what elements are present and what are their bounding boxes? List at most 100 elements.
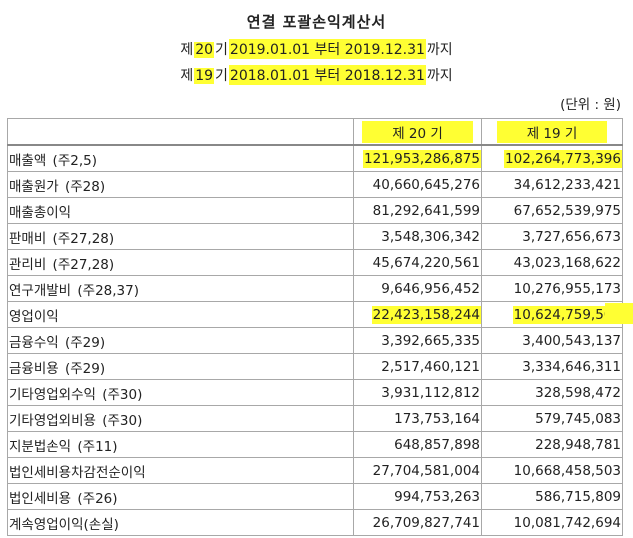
table-row: 법인세비용 (주26) 994,753,263 586,715,809 xyxy=(7,483,623,510)
highlight-marker xyxy=(605,303,633,324)
table-row: 판매비 (주27,28) 3,548,306,342 3,727,656,673 xyxy=(7,223,623,250)
prior-period-value: 34,612,233,421 xyxy=(513,176,621,193)
row-label-cell: 계속영업이익(손실) xyxy=(7,509,354,536)
prior-period-value: 586,715,809 xyxy=(535,488,621,505)
table-row: 관리비 (주27,28) 45,674,220,561 43,023,168,622 xyxy=(7,249,623,276)
row-label: 기타영업외비용 xyxy=(9,412,96,429)
current-period-value: 121,953,286,875 xyxy=(363,149,481,168)
prior-period-value: 10,276,955,173 xyxy=(513,280,621,297)
table-row: 연구개발비 (주28,37) 9,646,956,452 10,276,955,17… xyxy=(7,275,623,302)
row-label: 매출액 xyxy=(9,152,47,169)
period-prior: 제 19 기 2018.01.01 부터 2018.12.31 까지 xyxy=(0,65,633,85)
current-period-value-cell: 648,857,898 xyxy=(353,431,482,458)
row-label-cell: 영업이익 xyxy=(7,301,354,328)
table-row: 기타영업외비용 (주30) 173,753,164 579,745,083 xyxy=(7,405,623,432)
current-period-value: 3,548,306,342 xyxy=(381,228,480,245)
row-note: (주30) xyxy=(97,386,143,403)
prior-period-value: 3,400,543,137 xyxy=(522,332,621,349)
row-label-cell: 매출총이익 xyxy=(7,197,354,224)
current-period-value: 3,392,665,335 xyxy=(381,332,480,349)
prior-period-value: 43,023,168,622 xyxy=(513,254,621,271)
prior-period-value: 67,652,539,975 xyxy=(513,202,621,219)
prior-period-value-cell: 34,612,233,421 xyxy=(481,171,623,198)
income-statement-table: 제 20 기 제 19 기 매출액 (주2,5) 121,953,286,875 1… xyxy=(7,118,623,536)
row-note: (주28) xyxy=(60,178,106,195)
period-suffix: 까지 xyxy=(426,42,453,58)
prior-period-value-cell: 3,400,543,137 xyxy=(481,327,623,354)
current-period-value: 26,709,827,741 xyxy=(372,514,480,531)
prior-period-value-cell: 3,727,656,673 xyxy=(481,223,623,250)
statement-title: 연결 포괄손익계산서 xyxy=(246,13,387,31)
current-period-value-cell: 173,753,164 xyxy=(353,405,482,432)
current-period-value: 40,660,645,276 xyxy=(372,176,480,193)
row-label-cell: 관리비 (주27,28) xyxy=(7,249,354,276)
row-label: 관리비 xyxy=(9,256,47,273)
prior-period-value: 102,264,773,396 xyxy=(504,149,622,168)
row-note: (주30) xyxy=(97,412,143,429)
period-number: 20 xyxy=(194,42,215,58)
current-period-value-cell: 45,674,220,561 xyxy=(353,249,482,276)
current-period-value-cell: 27,704,581,004 xyxy=(353,457,482,484)
period-number: 19 xyxy=(194,68,215,84)
current-period-value: 81,292,641,599 xyxy=(372,202,480,219)
row-label-cell: 기타영업외수익 (주30) xyxy=(7,379,354,406)
row-label: 계속영업이익(손실) xyxy=(9,516,119,533)
row-label: 법인세비용차감전순이익 xyxy=(9,464,146,481)
current-period-value-cell: 9,646,956,452 xyxy=(353,275,482,302)
table-row: 영업이익 22,423,158,244 10,624,759,507 xyxy=(7,301,623,328)
row-label: 영업이익 xyxy=(9,308,59,325)
prior-period-value-cell: 10,668,458,503 xyxy=(481,457,623,484)
row-note: (주27,28) xyxy=(48,230,115,247)
current-period-value: 27,704,581,004 xyxy=(372,462,480,479)
row-note: (주26) xyxy=(73,490,118,507)
table-row: 계속영업이익(손실) 26,709,827,741 10,081,742,694 xyxy=(7,509,623,536)
row-label: 금융수익 xyxy=(9,334,59,351)
table-row: 기타영업외수익 (주30) 3,931,112,812 328,598,472 xyxy=(7,379,623,406)
header-blank xyxy=(7,118,354,146)
row-label: 연구개발비 xyxy=(9,282,72,299)
row-note xyxy=(60,308,62,326)
row-note xyxy=(72,204,74,222)
table-body: 매출액 (주2,5) 121,953,286,875 102,264,773,396… xyxy=(7,144,623,536)
prior-period-value: 328,598,472 xyxy=(535,384,621,401)
current-period-value: 2,517,460,121 xyxy=(381,358,480,375)
prior-period-value: 10,081,742,694 xyxy=(513,514,621,531)
current-period-value-cell: 3,392,665,335 xyxy=(353,327,482,354)
period-prefix: 제 xyxy=(180,68,194,84)
prior-period-value: 3,727,656,673 xyxy=(522,228,621,245)
prior-period-value-cell: 102,264,773,396 xyxy=(481,144,623,172)
period-suffix: 까지 xyxy=(426,68,453,84)
row-label-cell: 법인세비용차감전순이익 xyxy=(7,457,354,484)
row-label: 금융비용 xyxy=(9,360,59,377)
row-note xyxy=(120,516,122,534)
current-period-value-cell: 22,423,158,244 xyxy=(353,301,482,328)
table-row: 매출액 (주2,5) 121,953,286,875 102,264,773,396 xyxy=(7,144,623,172)
prior-period-value-cell: 10,624,759,507 xyxy=(481,301,623,328)
row-label-cell: 연구개발비 (주28,37) xyxy=(7,275,354,302)
prior-period-value-cell: 328,598,472 xyxy=(481,379,623,406)
prior-period-value: 579,745,083 xyxy=(535,410,621,427)
prior-period-value-cell: 228,948,781 xyxy=(481,431,623,458)
row-label-cell: 금융수익 (주29) xyxy=(7,327,354,354)
row-label-cell: 법인세비용 (주26) xyxy=(7,483,354,510)
table-row: 금융비용 (주29) 2,517,460,121 3,334,646,311 xyxy=(7,353,623,380)
current-period-value: 9,646,956,452 xyxy=(381,280,480,297)
current-period-value-cell: 81,292,641,599 xyxy=(353,197,482,224)
current-period-value-cell: 3,931,112,812 xyxy=(353,379,482,406)
row-label: 법인세비용 xyxy=(9,490,72,507)
row-note xyxy=(147,464,149,482)
current-period-value: 3,931,112,812 xyxy=(381,384,480,401)
row-label: 기타영업외수익 xyxy=(9,386,96,403)
current-period-value-cell: 121,953,286,875 xyxy=(353,144,482,172)
header-prior-period: 제 19 기 xyxy=(481,118,623,146)
unit-label: (단위 : 원) xyxy=(560,97,621,113)
period-current: 제 20 기 2019.01.01 부터 2019.12.31 까지 xyxy=(0,39,633,59)
prior-period-value-cell: 3,334,646,311 xyxy=(481,353,623,380)
current-period-value-cell: 994,753,263 xyxy=(353,483,482,510)
row-note: (주27,28) xyxy=(48,256,115,273)
header-prior-label: 제 19 기 xyxy=(496,120,608,143)
period-range: 2018.01.01 부터 2018.12.31 xyxy=(228,65,426,85)
row-label-cell: 지분법손익 (주11) xyxy=(7,431,354,458)
period-mid: 기 xyxy=(215,42,228,58)
period-range: 2019.01.01 부터 2019.12.31 xyxy=(228,39,426,59)
